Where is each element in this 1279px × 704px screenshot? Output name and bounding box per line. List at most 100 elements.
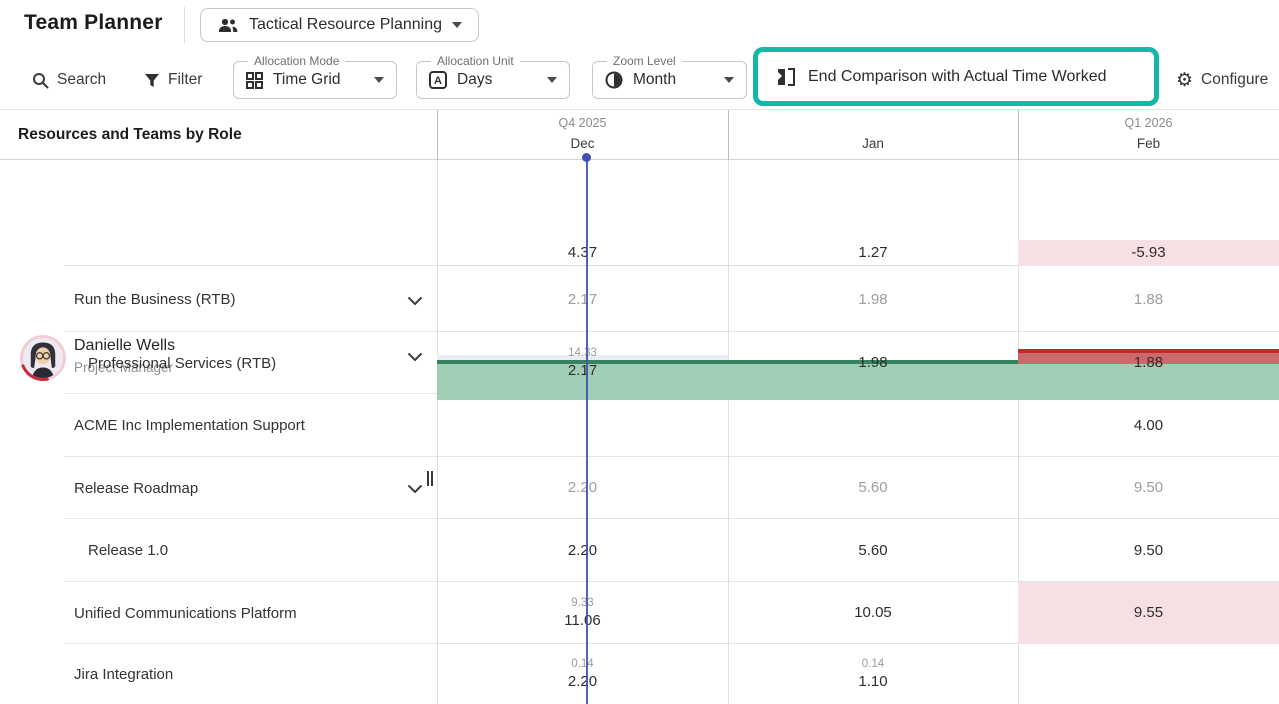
grid-cell[interactable]: 5.60	[858, 541, 888, 559]
search-button[interactable]: Search	[32, 66, 106, 94]
column-divider	[437, 110, 438, 704]
row-release-1-0[interactable]: Release 1.0 2.20 5.60 9.50	[0, 519, 1279, 582]
row-acme-implementation-support[interactable]: ACME Inc Implementation Support 4.00	[0, 394, 1279, 457]
row-label[interactable]: Release Roadmap	[74, 479, 199, 497]
grid-cell[interactable]: 9.50	[1133, 541, 1164, 559]
allocation-unit-legend: Allocation Unit	[431, 54, 520, 68]
month-header-jan[interactable]: Jan	[862, 136, 884, 151]
row-jira-integration[interactable]: Jira Integration 0.14 2.20 0.14 1.10	[0, 644, 1279, 704]
chevron-down-icon	[724, 77, 734, 83]
grid-cell[interactable]: 2.20	[567, 479, 598, 496]
today-marker-line	[586, 157, 588, 704]
toolbar-divider	[0, 109, 1279, 110]
grid-cell[interactable]: 5.60	[858, 479, 888, 496]
row-label[interactable]: Unified Communications Platform	[74, 604, 297, 622]
filter-button[interactable]: Filter	[144, 66, 202, 94]
allocation-mode-value: Time Grid	[273, 71, 341, 88]
overallocation-bar-red-edge	[1018, 349, 1279, 353]
row-label[interactable]: Jira Integration	[74, 665, 174, 683]
chevron-down-icon	[374, 77, 384, 83]
end-comparison-label: End Comparison with Actual Time Worked	[808, 67, 1107, 85]
grid-cell[interactable]: 0.14 2.20	[567, 657, 598, 690]
row-label[interactable]: Run the Business (RTB)	[74, 291, 236, 308]
capacity-bar-green-edge	[437, 360, 1018, 364]
grid-cell[interactable]: 1.98	[858, 290, 888, 308]
row-professional-services[interactable]: Professional Services (RTB) 14.33 2.17 1.…	[0, 332, 1279, 394]
grid-cell-negative[interactable]: -5.93	[1018, 240, 1279, 266]
grid-cell[interactable]: 10.05	[854, 604, 892, 621]
grid-cell[interactable]	[437, 394, 728, 457]
overallocation-bar-red	[1018, 353, 1279, 364]
capacity-bar-baseline	[437, 355, 728, 360]
grid-cell[interactable]: 9.50	[1133, 479, 1164, 496]
grid-cell[interactable]: 4.37	[567, 244, 598, 261]
grid-cell[interactable]	[728, 394, 1018, 457]
row-label[interactable]: Professional Services (RTB)	[88, 354, 277, 372]
chevron-down-icon	[452, 22, 462, 28]
grid-heading: Resources and Teams by Role	[18, 126, 242, 143]
allocation-mode-select[interactable]: Allocation Mode Time Grid	[233, 54, 397, 99]
quarter-label: Q4 2025	[558, 116, 607, 130]
row-label[interactable]: ACME Inc Implementation Support	[74, 417, 305, 434]
resource-role: Project Manager	[74, 360, 174, 375]
gear-icon: ⚙	[1176, 69, 1194, 91]
grid-cell[interactable]: 1.88	[1133, 354, 1164, 371]
page-title: Team Planner	[24, 11, 163, 34]
zoom-level-value: Month	[633, 71, 677, 88]
grid-cell[interactable]: 14.33 2.17	[567, 346, 598, 379]
month-header-feb[interactable]: Feb	[1136, 136, 1161, 151]
grid-cell[interactable]	[1018, 644, 1279, 704]
quarter-label: Q1 2026	[1124, 116, 1173, 130]
letter-a-icon: A	[429, 71, 447, 89]
collapse-chevron-icon[interactable]	[407, 296, 423, 306]
allocation-mode-legend: Allocation Mode	[248, 54, 346, 68]
search-label: Search	[57, 71, 107, 88]
header-divider	[0, 159, 1279, 160]
resource-totals-row: 4.37 1.27 -5.93	[0, 240, 1279, 266]
collapse-chevron-icon[interactable]	[407, 352, 423, 362]
grid-cell[interactable]: 2.20	[567, 541, 598, 559]
end-comparison-button[interactable]: End Comparison with Actual Time Worked	[753, 47, 1159, 106]
configure-label: Configure	[1201, 71, 1269, 88]
column-resize-handle[interactable]	[427, 471, 434, 486]
filter-icon	[144, 73, 160, 88]
column-divider	[1018, 110, 1019, 704]
grid-cell[interactable]: 1.27	[858, 244, 888, 261]
grid-cell-negative[interactable]: 9.55	[1018, 582, 1279, 644]
contrast-icon	[605, 71, 623, 89]
time-grid-icon	[246, 71, 263, 89]
resource-row-danielle-wells[interactable]: Danielle Wells Project Manager	[0, 160, 1279, 400]
allocation-unit-value: Days	[457, 71, 493, 88]
row-run-the-business[interactable]: Run the Business (RTB) 2.17 1.98 1.88	[0, 267, 1279, 332]
grid-cell[interactable]: 0.14 1.10	[858, 657, 888, 690]
collapse-chevron-icon[interactable]	[407, 484, 423, 494]
row-unified-communications-platform[interactable]: Unified Communications Platform 9.33 11.0…	[0, 582, 1279, 644]
row-release-roadmap[interactable]: Release Roadmap 2.20 5.60 9.50	[0, 457, 1279, 519]
svg-text:A: A	[434, 75, 442, 87]
month-header-dec[interactable]: Dec	[570, 136, 595, 151]
column-divider-header	[437, 110, 438, 160]
column-divider	[728, 110, 729, 704]
configure-button[interactable]: ⚙ Configure	[1176, 66, 1268, 94]
zoom-level-legend: Zoom Level	[607, 54, 682, 68]
allocation-unit-select[interactable]: Allocation Unit A Days	[416, 54, 570, 99]
view-selector-label: Tactical Resource Planning	[249, 16, 442, 33]
resource-name: Danielle Wells	[74, 337, 176, 354]
grid-cell[interactable]: 1.88	[1133, 290, 1164, 308]
avatar	[20, 335, 66, 381]
grid-cell[interactable]: 9.33 11.06	[564, 596, 601, 629]
view-selector-dropdown[interactable]: Tactical Resource Planning	[200, 8, 479, 42]
zoom-level-select[interactable]: Zoom Level Month	[592, 54, 747, 99]
compare-icon	[776, 67, 796, 87]
grid-cell[interactable]: 1.98	[858, 354, 888, 371]
grid-cell[interactable]: 4.00	[1133, 416, 1164, 434]
chevron-down-icon	[547, 77, 557, 83]
column-divider-header	[1018, 110, 1019, 160]
people-icon	[217, 17, 239, 33]
filter-label: Filter	[168, 71, 203, 88]
capacity-bar-green	[437, 364, 1279, 400]
row-label[interactable]: Release 1.0	[88, 542, 169, 559]
search-icon	[32, 72, 49, 89]
grid-cell[interactable]: 2.17	[567, 290, 598, 308]
